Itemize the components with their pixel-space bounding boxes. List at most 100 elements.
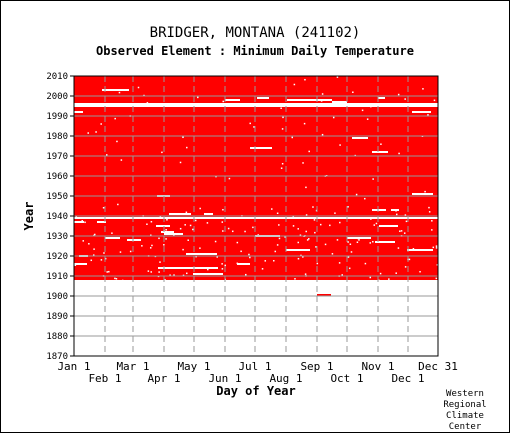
missing-period-segment: [102, 89, 129, 91]
missing-day-speck: [199, 247, 201, 249]
missing-day-speck: [114, 117, 116, 120]
missing-day-speck: [336, 239, 339, 241]
missing-period-segment: [74, 111, 83, 113]
x-axis-title: Day of Year: [216, 384, 295, 398]
credit-block: Western Regional Climate Center: [435, 389, 495, 433]
missing-day-speck: [166, 219, 168, 221]
missing-day-speck: [404, 266, 407, 268]
missing-day-speck: [222, 209, 224, 211]
missing-day-speck: [419, 270, 421, 273]
missing-day-speck: [291, 136, 294, 139]
missing-day-speck: [299, 234, 302, 236]
missing-day-speck: [150, 234, 152, 237]
missing-day-speck: [397, 247, 400, 249]
missing-day-speck: [370, 105, 372, 108]
x-tick-label: Nov 1: [361, 360, 394, 373]
y-tick-label: 1900: [46, 292, 68, 302]
missing-day-speck: [352, 91, 354, 93]
missing-day-speck: [194, 219, 197, 222]
missing-day-speck: [372, 178, 374, 180]
credit-line: Regional: [443, 400, 487, 410]
missing-day-speck: [305, 230, 307, 233]
missing-day-speck: [216, 256, 218, 258]
missing-day-speck: [431, 220, 433, 222]
missing-day-speck: [329, 224, 331, 227]
missing-period-segment: [257, 97, 269, 99]
chart-subtitle: Observed Element : Minimum Daily Tempera…: [96, 44, 414, 58]
missing-day-speck: [151, 244, 153, 247]
missing-day-speck: [313, 219, 316, 221]
missing-day-speck: [282, 116, 284, 119]
missing-day-speck: [274, 250, 277, 253]
missing-day-speck: [158, 237, 160, 240]
missing-period-segment: [287, 99, 317, 101]
missing-day-speck: [405, 220, 408, 223]
missing-day-speck: [236, 262, 239, 265]
missing-day-speck: [276, 212, 279, 215]
missing-day-speck: [118, 91, 121, 94]
missing-day-speck: [316, 262, 319, 265]
missing-day-speck: [150, 271, 152, 273]
missing-day-speck: [312, 206, 314, 208]
missing-day-speck: [428, 211, 431, 213]
missing-day-speck: [164, 279, 166, 281]
credit-line: Climate: [446, 411, 484, 421]
missing-day-speck: [297, 257, 300, 260]
missing-day-speck: [307, 238, 310, 240]
missing-day-speck: [111, 232, 113, 234]
missing-period-segment: [250, 147, 272, 149]
missing-day-speck: [186, 272, 188, 275]
y-tick-label: 1990: [46, 112, 68, 122]
missing-period-segment: [352, 137, 368, 139]
missing-day-speck: [116, 140, 118, 143]
missing-day-speck: [120, 159, 123, 161]
missing-day-speck: [358, 239, 360, 241]
early-observation-segment: [317, 294, 331, 296]
missing-day-speck: [106, 271, 108, 273]
missing-day-speck: [278, 224, 280, 226]
missing-year-line: [74, 217, 438, 219]
observed-data-block: [74, 76, 438, 280]
missing-day-speck: [221, 263, 223, 265]
missing-period-segment: [407, 249, 433, 251]
missing-day-speck: [215, 175, 217, 178]
missing-day-speck: [114, 277, 116, 280]
missing-day-speck: [432, 246, 435, 249]
missing-day-speck: [100, 259, 103, 261]
missing-day-speck: [222, 100, 224, 103]
missing-day-speck: [221, 268, 224, 270]
missing-day-speck: [224, 264, 226, 267]
missing-day-speck: [165, 229, 167, 231]
missing-day-speck: [412, 248, 415, 250]
missing-day-speck: [348, 267, 351, 270]
x-tick-label: Aug 1: [269, 372, 302, 385]
missing-day-speck: [95, 131, 97, 133]
missing-day-speck: [121, 279, 124, 282]
missing-day-speck: [404, 98, 406, 100]
x-tick-label: Sep 1: [300, 360, 333, 373]
missing-day-speck: [222, 230, 224, 232]
missing-day-speck: [192, 228, 194, 231]
missing-day-speck: [94, 233, 96, 236]
missing-day-speck: [378, 279, 380, 282]
missing-day-speck: [173, 274, 175, 276]
missing-day-speck: [324, 243, 327, 246]
axis-layer: 2010 2000 1990 1980 1970 1960 1950 1940 1930 1920…: [22, 72, 458, 398]
missing-year-line: [74, 103, 438, 105]
x-tick-label: Jan 1: [57, 360, 90, 373]
missing-day-speck: [331, 253, 334, 255]
missing-period-segment: [169, 213, 191, 215]
y-tick-label: 1940: [46, 212, 68, 222]
missing-day-speck: [249, 256, 251, 259]
missing-day-speck: [146, 102, 149, 104]
missing-day-speck: [197, 96, 199, 99]
missing-day-speck: [424, 190, 426, 193]
y-tick-label: 1980: [46, 132, 68, 142]
missing-day-speck: [304, 78, 306, 81]
missing-day-speck: [88, 243, 90, 245]
missing-day-speck: [341, 274, 343, 276]
missing-day-speck: [315, 246, 317, 248]
missing-day-speck: [280, 167, 283, 169]
missing-day-speck: [184, 224, 186, 226]
